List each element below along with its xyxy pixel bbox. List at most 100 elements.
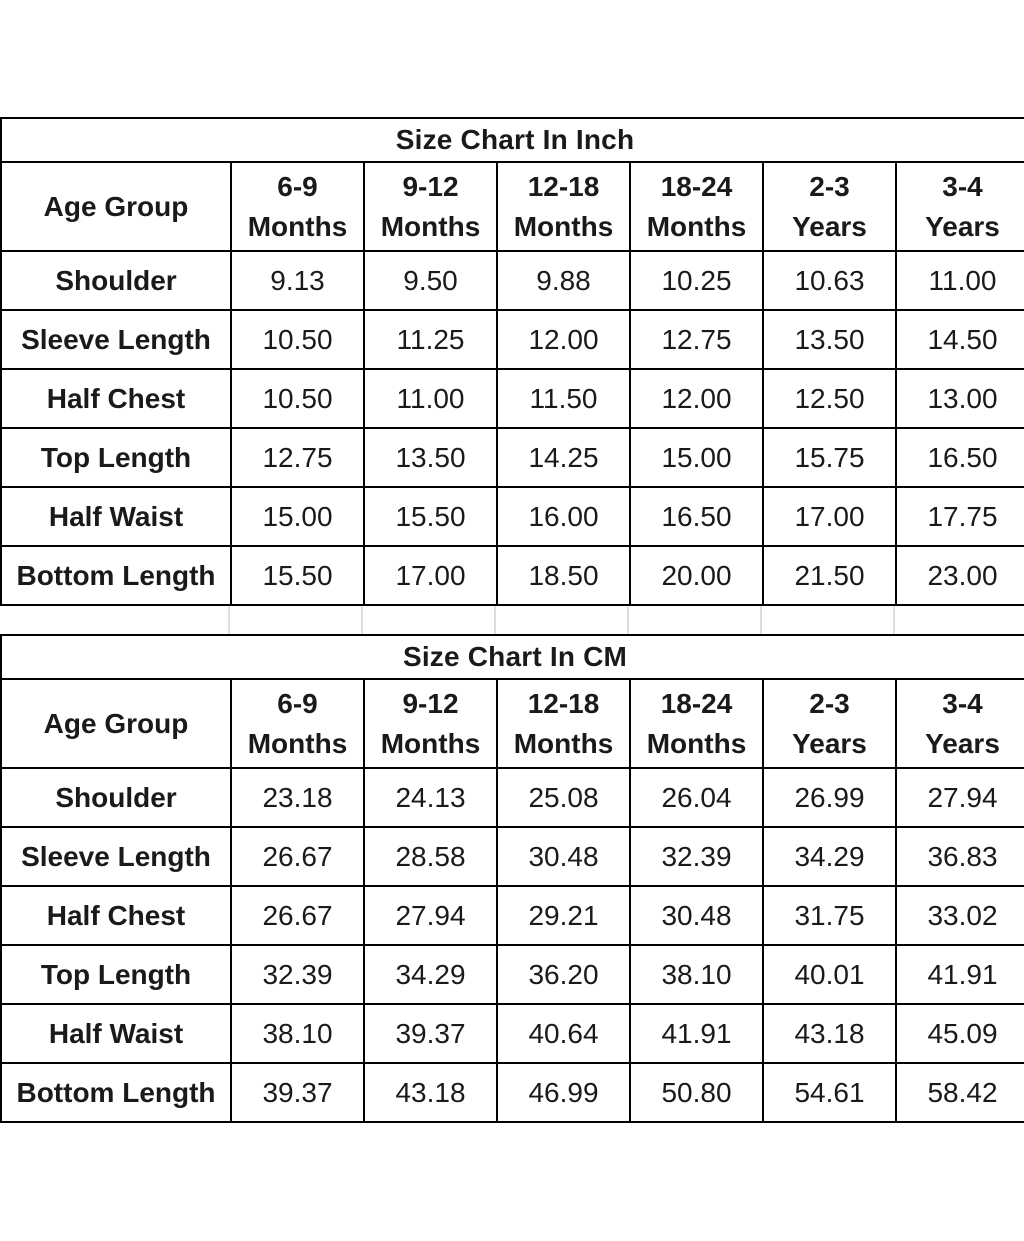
table-row: Shoulder 23.18 24.13 25.08 26.04 26.99 27.94 bbox=[0, 767, 1024, 828]
row-label: Sleeve Length bbox=[0, 309, 232, 370]
value-cell: 16.00 bbox=[496, 486, 631, 547]
spreadsheet-gap-row bbox=[0, 606, 1024, 634]
value-cell: 11.00 bbox=[363, 368, 498, 429]
value-cell: 20.00 bbox=[629, 545, 764, 606]
value-cell: 43.18 bbox=[363, 1062, 498, 1123]
value-cell: 10.50 bbox=[230, 368, 365, 429]
row-label: Bottom Length bbox=[0, 545, 232, 606]
value-cell: 10.50 bbox=[230, 309, 365, 370]
value-cell: 31.75 bbox=[762, 885, 897, 946]
value-cell: 27.94 bbox=[363, 885, 498, 946]
column-header-line2: Months bbox=[646, 210, 747, 242]
value-cell: 26.99 bbox=[762, 767, 897, 828]
value-cell: 34.29 bbox=[762, 826, 897, 887]
value-cell: 18.50 bbox=[496, 545, 631, 606]
value-cell: 13.50 bbox=[762, 309, 897, 370]
value-cell: 26.67 bbox=[230, 885, 365, 946]
value-cell: 23.18 bbox=[230, 767, 365, 828]
value-cell: 58.42 bbox=[894, 1062, 1024, 1123]
table-row: Bottom Length 15.50 17.00 18.50 20.00 21.50 23… bbox=[0, 545, 1024, 606]
table-title-row: Size Chart In CM bbox=[0, 634, 1024, 680]
gridline-gap-cell bbox=[895, 606, 1024, 634]
value-cell: 17.00 bbox=[363, 545, 498, 606]
row-label: Half Chest bbox=[0, 885, 232, 946]
size-chart-sheet: Size Chart In Inch Age Group 6-9 Months 9-12… bbox=[0, 117, 1024, 1123]
value-cell: 39.37 bbox=[230, 1062, 365, 1123]
value-cell: 39.37 bbox=[363, 1003, 498, 1064]
column-header-line2: Months bbox=[380, 210, 481, 242]
table-row: Half Chest 10.50 11.00 11.50 12.00 12.50 13.00 bbox=[0, 368, 1024, 429]
row-label: Top Length bbox=[0, 427, 232, 488]
gridline-gap-cell bbox=[762, 606, 895, 634]
value-cell: 12.00 bbox=[629, 368, 764, 429]
column-header: 3-4 Years bbox=[894, 161, 1024, 252]
table-row: Bottom Length 39.37 43.18 46.99 50.80 54.61 58… bbox=[0, 1062, 1024, 1123]
column-header: 6-9 Months bbox=[230, 161, 365, 252]
table-row: Sleeve Length 10.50 11.25 12.00 12.75 13.50 14… bbox=[0, 309, 1024, 370]
value-cell: 15.50 bbox=[363, 486, 498, 547]
value-cell: 9.50 bbox=[363, 250, 498, 311]
value-cell: 9.13 bbox=[230, 250, 365, 311]
column-header-line1: 9-12 bbox=[402, 687, 459, 719]
table-row: Half Waist 15.00 15.50 16.00 16.50 17.00 17.75 bbox=[0, 486, 1024, 547]
row-label: Sleeve Length bbox=[0, 826, 232, 887]
value-cell: 23.00 bbox=[894, 545, 1024, 606]
row-label: Half Waist bbox=[0, 486, 232, 547]
value-cell: 38.10 bbox=[230, 1003, 365, 1064]
value-cell: 43.18 bbox=[762, 1003, 897, 1064]
value-cell: 26.04 bbox=[629, 767, 764, 828]
column-header-line1: 3-4 bbox=[942, 687, 983, 719]
value-cell: 17.00 bbox=[762, 486, 897, 547]
value-cell: 14.50 bbox=[894, 309, 1024, 370]
column-header: 3-4 Years bbox=[894, 678, 1024, 769]
value-cell: 46.99 bbox=[496, 1062, 631, 1123]
column-header-line2: Years bbox=[925, 210, 1000, 242]
value-cell: 21.50 bbox=[762, 545, 897, 606]
column-header-line1: 18-24 bbox=[660, 170, 733, 202]
row-label: Half Chest bbox=[0, 368, 232, 429]
value-cell: 17.75 bbox=[894, 486, 1024, 547]
column-header-line1: 18-24 bbox=[660, 687, 733, 719]
column-header-line2: Years bbox=[925, 727, 1000, 759]
column-header: 18-24 Months bbox=[629, 678, 764, 769]
gridline-gap-cell bbox=[0, 606, 230, 634]
table-row: Sleeve Length 26.67 28.58 30.48 32.39 34.29 36… bbox=[0, 826, 1024, 887]
value-cell: 12.50 bbox=[762, 368, 897, 429]
value-cell: 25.08 bbox=[496, 767, 631, 828]
value-cell: 11.50 bbox=[496, 368, 631, 429]
table-row: Shoulder 9.13 9.50 9.88 10.25 10.63 11.00 bbox=[0, 250, 1024, 311]
gridline-gap-cell bbox=[363, 606, 496, 634]
column-header: 2-3 Years bbox=[762, 678, 897, 769]
row-label: Shoulder bbox=[0, 250, 232, 311]
value-cell: 13.00 bbox=[894, 368, 1024, 429]
value-cell: 13.50 bbox=[363, 427, 498, 488]
column-header-line1: 6-9 bbox=[277, 170, 318, 202]
table-row: Half Waist 38.10 39.37 40.64 41.91 43.18 45.09 bbox=[0, 1003, 1024, 1064]
value-cell: 41.91 bbox=[629, 1003, 764, 1064]
value-cell: 16.50 bbox=[629, 486, 764, 547]
value-cell: 11.25 bbox=[363, 309, 498, 370]
value-cell: 40.01 bbox=[762, 944, 897, 1005]
value-cell: 36.20 bbox=[496, 944, 631, 1005]
table-title: Size Chart In Inch bbox=[0, 117, 1024, 163]
column-header-line1: 12-18 bbox=[527, 687, 600, 719]
value-cell: 12.75 bbox=[230, 427, 365, 488]
value-cell: 40.64 bbox=[496, 1003, 631, 1064]
column-header-line2: Months bbox=[513, 210, 614, 242]
column-header-line1: 9-12 bbox=[402, 170, 459, 202]
value-cell: 30.48 bbox=[496, 826, 631, 887]
column-header-line2: Years bbox=[792, 727, 867, 759]
value-cell: 14.25 bbox=[496, 427, 631, 488]
value-cell: 45.09 bbox=[894, 1003, 1024, 1064]
value-cell: 15.50 bbox=[230, 545, 365, 606]
column-header: 12-18 Months bbox=[496, 678, 631, 769]
age-group-header: Age Group bbox=[0, 161, 232, 252]
row-label: Shoulder bbox=[0, 767, 232, 828]
value-cell: 12.75 bbox=[629, 309, 764, 370]
value-cell: 10.63 bbox=[762, 250, 897, 311]
column-header: 9-12 Months bbox=[363, 678, 498, 769]
value-cell: 41.91 bbox=[894, 944, 1024, 1005]
value-cell: 15.00 bbox=[629, 427, 764, 488]
table-title: Size Chart In CM bbox=[0, 634, 1024, 680]
gridline-gap-cell bbox=[629, 606, 762, 634]
